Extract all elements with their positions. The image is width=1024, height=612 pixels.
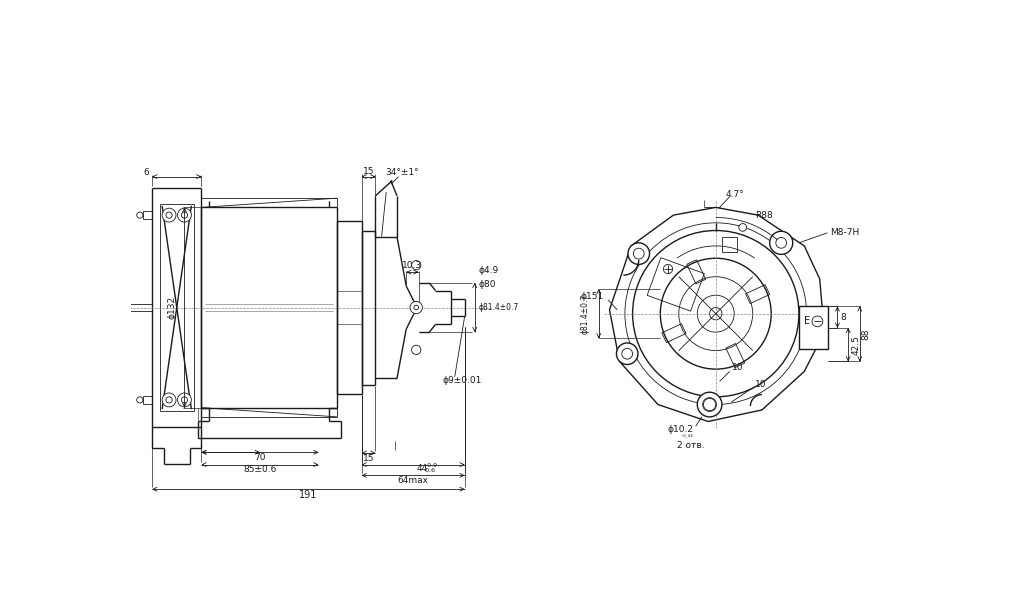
Circle shape	[412, 261, 421, 270]
Text: -0.6: -0.6	[424, 468, 436, 473]
Text: M8-7H: M8-7H	[830, 228, 860, 237]
Circle shape	[634, 248, 644, 259]
Text: 64max: 64max	[397, 476, 429, 485]
Circle shape	[162, 393, 176, 407]
Text: 15: 15	[362, 166, 374, 176]
Circle shape	[414, 305, 419, 310]
Circle shape	[697, 392, 722, 417]
Text: ϕ4.9: ϕ4.9	[478, 266, 499, 275]
Circle shape	[703, 398, 716, 411]
Text: R88: R88	[755, 211, 772, 220]
Text: 8: 8	[841, 313, 847, 322]
Text: ϕ80: ϕ80	[478, 280, 496, 289]
Text: +0.9: +0.9	[423, 463, 437, 468]
Circle shape	[739, 223, 746, 231]
Text: ϕ132: ϕ132	[168, 296, 176, 319]
Circle shape	[628, 243, 649, 264]
Bar	[722, 237, 737, 252]
Text: 44: 44	[417, 464, 428, 473]
Text: 4.7°: 4.7°	[726, 190, 744, 199]
Bar	[799, 307, 828, 349]
Circle shape	[166, 397, 172, 403]
Circle shape	[137, 212, 143, 218]
Circle shape	[664, 264, 673, 274]
Text: 42.5: 42.5	[851, 335, 860, 354]
Text: 15: 15	[362, 454, 374, 463]
Circle shape	[770, 231, 793, 255]
Text: 10: 10	[755, 380, 766, 389]
Text: ϕ9±0.01: ϕ9±0.01	[442, 376, 482, 385]
Circle shape	[697, 295, 734, 332]
Circle shape	[776, 237, 786, 248]
Text: ϕ10.2: ϕ10.2	[668, 425, 693, 434]
Circle shape	[812, 316, 823, 327]
Circle shape	[622, 348, 633, 359]
Circle shape	[177, 393, 191, 407]
Circle shape	[710, 307, 722, 320]
Circle shape	[616, 343, 638, 365]
Text: 2 отв.: 2 отв.	[677, 441, 705, 450]
Text: 85±0.6: 85±0.6	[244, 466, 276, 474]
Text: 70: 70	[254, 453, 265, 462]
Text: 34°±1°: 34°±1°	[386, 168, 419, 177]
Circle shape	[412, 345, 421, 354]
Text: 10: 10	[731, 363, 743, 372]
Text: E: E	[804, 316, 810, 326]
Circle shape	[162, 208, 176, 222]
Circle shape	[702, 398, 717, 411]
Circle shape	[679, 277, 753, 351]
Circle shape	[410, 301, 422, 314]
Circle shape	[633, 231, 799, 397]
Circle shape	[166, 212, 172, 218]
Circle shape	[660, 258, 771, 369]
Circle shape	[137, 397, 143, 403]
Text: 6: 6	[143, 168, 148, 177]
Circle shape	[181, 397, 187, 403]
Text: 88: 88	[861, 328, 870, 340]
Text: 191: 191	[299, 490, 317, 501]
Circle shape	[177, 208, 191, 222]
Text: ϕ81.4±0.7: ϕ81.4±0.7	[478, 303, 519, 312]
Text: ϕ151: ϕ151	[581, 293, 604, 301]
Text: ⁻⁰·⁴³: ⁻⁰·⁴³	[680, 435, 693, 439]
Circle shape	[181, 212, 187, 218]
Text: 10.3: 10.3	[402, 261, 423, 270]
Text: ϕ81.4±0.7: ϕ81.4±0.7	[581, 294, 590, 334]
